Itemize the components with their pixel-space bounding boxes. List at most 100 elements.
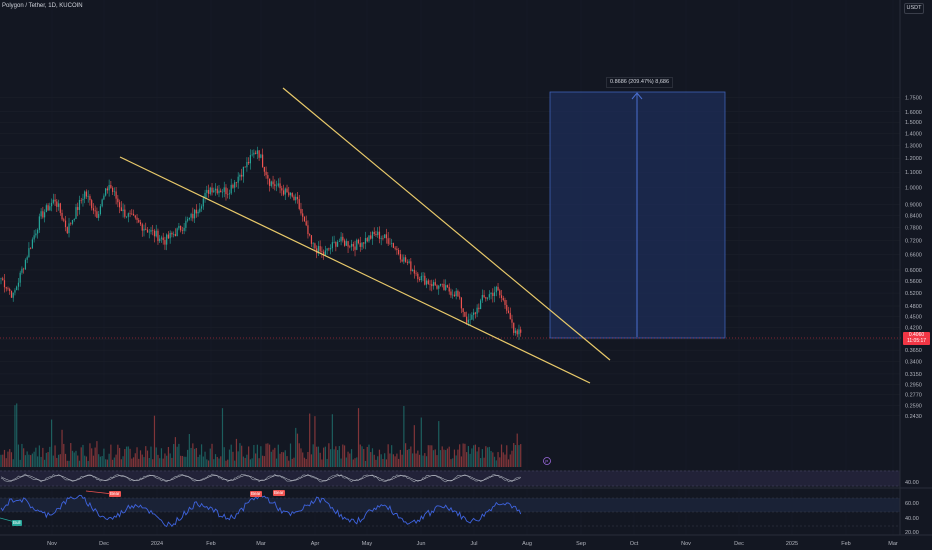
price-tick-label: 0.6000 (905, 268, 922, 274)
volume-bar (209, 448, 211, 467)
volume-bar (31, 453, 33, 467)
candle-body (500, 295, 503, 299)
volume-bar (127, 446, 129, 467)
candle-body (335, 241, 337, 247)
candle-body (120, 207, 122, 212)
price-tick-label: 0.5200 (905, 291, 922, 297)
candle-body (174, 234, 176, 237)
volume-bar (328, 443, 330, 467)
volume-bar (221, 408, 224, 467)
price-tick-label: 1.4000 (905, 131, 922, 137)
candle-body (141, 224, 143, 231)
volume-bar (286, 456, 288, 467)
volume-bar (258, 458, 260, 467)
candle-body (347, 241, 349, 247)
candle-body (71, 220, 74, 224)
candle-body (343, 240, 346, 246)
time-tick-label: May (362, 541, 373, 547)
candle-body (106, 188, 108, 191)
candle-body (56, 201, 58, 207)
volume-bar (26, 451, 28, 467)
volume-bar (9, 449, 11, 467)
volume-bar (275, 458, 278, 467)
volume-bar (167, 446, 170, 467)
volume-bar (462, 443, 464, 467)
volume-bar (485, 446, 487, 467)
volume-bar (345, 457, 347, 467)
volume-bar (73, 452, 75, 467)
volume-bar (136, 447, 138, 467)
volume-bar (279, 453, 281, 467)
candle-body (391, 243, 393, 244)
candle-body (253, 152, 255, 155)
candle-body (214, 188, 217, 191)
volume-bar (146, 450, 149, 467)
candle-body (185, 220, 187, 228)
currency-button[interactable]: USDT (904, 3, 924, 14)
candle-body (293, 196, 295, 201)
symbol-header[interactable]: Polygon / Tether, 1D, KUCOIN (2, 3, 83, 9)
falling-wedge-lower-trendline[interactable] (119, 156, 591, 384)
volume-bar (378, 449, 381, 467)
volume-bar (441, 446, 443, 467)
candle-body (105, 188, 107, 196)
volume-bar (16, 403, 18, 467)
falling-wedge-upper-trendline[interactable] (282, 87, 611, 361)
volume-bar (267, 443, 269, 467)
volume-bar (338, 446, 340, 467)
candle-body (14, 290, 16, 293)
price-axis[interactable]: 1.7500 1.6000 1.5000 1.4000 1.3000 1.2000 1.10… (905, 95, 922, 419)
event-marker[interactable]: P (543, 457, 551, 465)
volume-bar (64, 453, 67, 467)
candle-body (328, 248, 330, 250)
price-tick-label: 0.2430 (905, 414, 922, 420)
volume-bar (493, 456, 496, 467)
volume-bar (138, 458, 140, 467)
volume-bar (507, 459, 510, 467)
time-tick-label: Apr (311, 541, 320, 547)
volume-bar (425, 456, 428, 467)
volume-bar (37, 456, 39, 467)
candle-body (425, 280, 428, 285)
volume-bar (206, 459, 208, 467)
time-tick-label: Nov (681, 541, 691, 547)
candle-body (377, 231, 379, 236)
volume-bar (155, 447, 157, 467)
volume-bar (213, 459, 215, 467)
volume-bar (504, 454, 506, 467)
symbol-name: Polygon / Tether (2, 3, 45, 9)
volume-bar (10, 452, 13, 467)
candle-body (200, 206, 203, 209)
price-tick-label: 0.2590 (905, 404, 922, 410)
volume-bar (359, 444, 361, 467)
candle-body (457, 290, 459, 297)
candle-body (405, 257, 407, 262)
volume-bar (291, 458, 293, 467)
candle-body (378, 231, 381, 239)
volume-bar (401, 454, 403, 467)
volume-bar (464, 443, 466, 467)
volume-bar (356, 457, 358, 467)
volume-bar (193, 448, 196, 467)
candle-body (155, 230, 157, 237)
candle-body (16, 286, 18, 291)
volume-bar (502, 452, 504, 467)
time-tick-label: Oct (630, 541, 639, 547)
volume-bar (68, 460, 70, 467)
price-tick-label: 1.3000 (905, 143, 922, 149)
candle-body (502, 298, 504, 301)
time-axis[interactable]: Nov Dec 2024 Feb Mar Apr May Jun Jul Aug Sep Oct Nov… (47, 541, 898, 547)
price-tick-label: 0.7200 (905, 239, 922, 245)
volume-bar (382, 458, 384, 467)
candle-body (251, 154, 253, 156)
volume-bar (85, 456, 88, 467)
volume-bar (516, 433, 518, 467)
candle-body (134, 215, 136, 218)
candle-body (110, 185, 112, 188)
volume-bar (132, 457, 135, 467)
candle-body (361, 242, 363, 247)
time-tick-label: Feb (206, 541, 215, 547)
volume-bar (227, 459, 229, 467)
measure-label: 0.8686 (209.47%) 8,686 (606, 77, 674, 88)
